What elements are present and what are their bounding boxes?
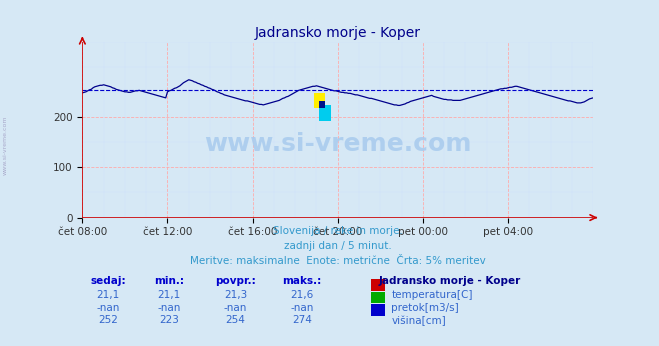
Title: Jadransko morje - Koper: Jadransko morje - Koper xyxy=(255,26,420,40)
Text: temperatura[C]: temperatura[C] xyxy=(391,290,473,300)
Text: 21,6: 21,6 xyxy=(291,290,314,300)
Text: www.si-vreme.com: www.si-vreme.com xyxy=(3,116,8,175)
Bar xyxy=(371,279,386,291)
Text: -nan: -nan xyxy=(158,303,181,313)
Text: -nan: -nan xyxy=(224,303,247,313)
Text: Jadransko morje - Koper: Jadransko morje - Koper xyxy=(378,276,521,286)
Text: 274: 274 xyxy=(292,316,312,326)
Bar xyxy=(371,304,386,316)
Text: Slovenija / reke in morje.: Slovenija / reke in morje. xyxy=(273,226,403,236)
Bar xyxy=(314,93,325,108)
Text: višina[cm]: višina[cm] xyxy=(391,316,446,326)
Bar xyxy=(371,292,386,303)
Text: 223: 223 xyxy=(159,316,179,326)
Text: min.:: min.: xyxy=(154,276,185,286)
Text: 21,3: 21,3 xyxy=(224,290,247,300)
Text: sedaj:: sedaj: xyxy=(90,276,126,286)
Text: -nan: -nan xyxy=(96,303,119,313)
Text: 254: 254 xyxy=(225,316,246,326)
Bar xyxy=(320,100,325,108)
Text: zadnji dan / 5 minut.: zadnji dan / 5 minut. xyxy=(284,241,391,251)
Text: 252: 252 xyxy=(98,316,118,326)
Text: www.si-vreme.com: www.si-vreme.com xyxy=(204,131,471,156)
Text: pretok[m3/s]: pretok[m3/s] xyxy=(391,303,459,313)
Bar xyxy=(320,105,331,121)
Text: povpr.:: povpr.: xyxy=(215,276,256,286)
Text: Meritve: maksimalne  Enote: metrične  Črta: 5% meritev: Meritve: maksimalne Enote: metrične Črta… xyxy=(190,256,486,266)
Text: -nan: -nan xyxy=(291,303,314,313)
Text: 21,1: 21,1 xyxy=(96,290,119,300)
Text: maks.:: maks.: xyxy=(282,276,322,286)
Text: 21,1: 21,1 xyxy=(158,290,181,300)
